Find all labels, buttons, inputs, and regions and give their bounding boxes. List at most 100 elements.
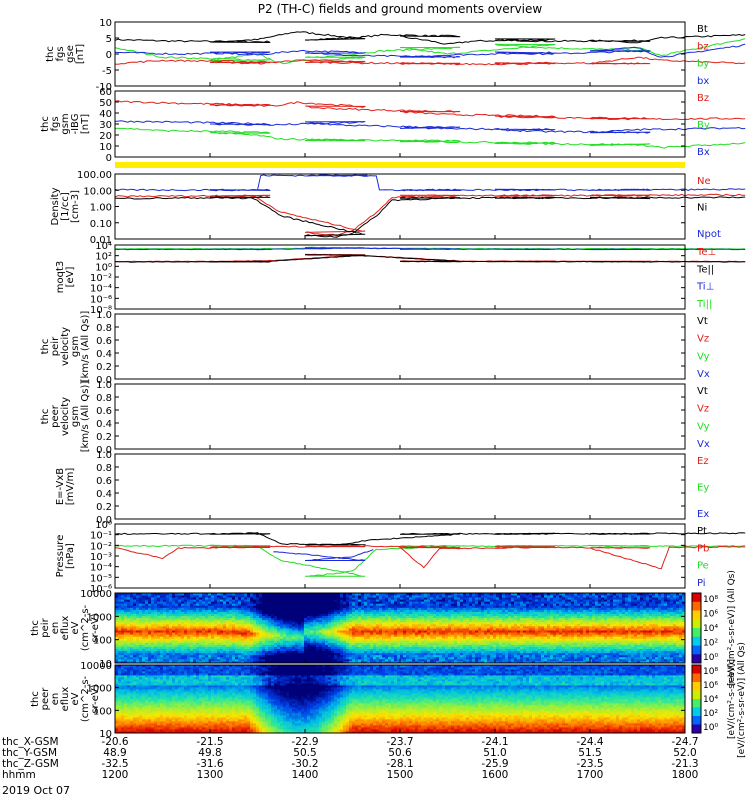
colorbar-cell <box>692 717 701 720</box>
y-tick-label: 40 <box>99 109 112 120</box>
y-axis-label: eflux <box>60 616 71 641</box>
legend-npot: Npot <box>697 229 721 240</box>
y-tick-label: 1.00 <box>90 203 112 214</box>
legend-vt: Vt <box>697 386 708 397</box>
y-axis-label: en <box>50 693 61 706</box>
x-row-label: thc_Z-GSM <box>2 758 59 770</box>
y-tick-label: 10⁴ <box>95 241 112 252</box>
colorbar-label: 10⁶ <box>703 610 718 620</box>
y-axis-label: [nT] <box>80 114 91 134</box>
colorbar-cell <box>692 598 701 601</box>
x-tick-value: -32.5 <box>101 758 128 770</box>
legend-vy: Vy <box>697 421 710 432</box>
colorbar-cell <box>692 697 701 700</box>
y-axis-label: [nT] <box>75 44 86 64</box>
series-line-red <box>114 56 746 66</box>
colorbar-cell <box>692 710 701 714</box>
x-tick-value: 1500 <box>387 769 414 781</box>
colorbar-cell <box>692 678 701 681</box>
y-axis-label: [nPa] <box>65 543 76 569</box>
y-tick-label: 1.0 <box>96 380 112 391</box>
colorbar-label: 10⁸ <box>703 595 718 605</box>
y-axis-label: thc <box>30 620 41 636</box>
x-tick-value: -21.3 <box>671 758 698 770</box>
y-tick-label: 60 <box>99 87 112 98</box>
colorbar-cell <box>692 633 701 636</box>
y-tick-label: 0 <box>106 50 112 61</box>
x-row-label: thc_Y-GSM <box>2 747 57 759</box>
colorbar-cell <box>692 683 701 686</box>
x-tick-value: 48.9 <box>103 747 126 759</box>
series-line-black <box>114 31 746 45</box>
legend-te: Te⊥ <box>696 247 716 258</box>
y-tick-label: 10⁻² <box>90 541 112 552</box>
y-axis-label: thc <box>40 409 51 425</box>
y-tick-label: 0 <box>106 153 112 164</box>
panel-density: 100.00 10.00 1.00 0.10 0.01 Density [1/cc] [cm-… <box>50 170 746 246</box>
colorbar-cell <box>692 656 701 659</box>
panel-frame <box>114 173 686 240</box>
colorbar-cell <box>692 687 701 690</box>
heatmap-cells <box>115 593 686 664</box>
colorbar-cell <box>692 670 701 673</box>
series-line-red <box>114 100 746 121</box>
y-tick-label: 0.8 <box>96 393 112 404</box>
series-line-blue <box>114 120 746 134</box>
colorbar-label: 10⁴ <box>703 624 718 634</box>
series-line-blue <box>273 549 374 561</box>
y-axis-label: [mV/m] <box>65 468 76 506</box>
colorbar-cell <box>692 724 701 727</box>
colorbar-cell <box>692 638 701 641</box>
x-tick-value: 1200 <box>102 769 129 781</box>
colorbar-label: 10⁰ <box>703 653 718 663</box>
y-tick-label: 0.6 <box>96 476 112 487</box>
colorbar-label: 10⁶ <box>703 681 718 691</box>
colorbar-cell <box>692 675 701 678</box>
colorbar-cell <box>692 600 701 603</box>
colorbar-cell <box>692 607 701 610</box>
y-tick-label: 100 <box>93 636 112 647</box>
y-tick-label: 10⁰ <box>95 262 112 273</box>
y-axis-label: thc <box>45 46 56 62</box>
legend-by: by <box>697 59 709 70</box>
y-axis-label: en <box>50 622 61 635</box>
colorbar-cell <box>692 676 701 680</box>
y-tick-label: 0.4 <box>96 419 112 430</box>
series-line-green <box>114 38 746 65</box>
y-tick-label: 30 <box>99 120 112 131</box>
colorbar-cell <box>692 631 701 634</box>
legend-bz: bz <box>697 41 709 52</box>
y-axis-label: velocity <box>60 397 71 436</box>
colorbar-cell <box>692 685 701 688</box>
colorbar-cell <box>692 647 701 650</box>
y-axis-label: -IBG <box>70 114 81 135</box>
colorbar-cell <box>692 596 701 599</box>
legend-ez: Ez <box>697 456 709 467</box>
panel-thc-peir-en-eflux: 10000 1000 100 10 thc peir en eflux eV (cm^2-s-sr… <box>30 589 686 670</box>
y-tick-label: 1000 <box>87 612 112 623</box>
colorbar-cell <box>692 629 701 632</box>
y-tick-label: 0.2 <box>96 432 112 443</box>
y-tick-label: 0.01 <box>90 235 112 246</box>
series-line-blue <box>114 43 746 59</box>
colorbar-cell <box>692 714 701 717</box>
y-tick-label: 0.0 <box>96 515 112 526</box>
colorbar-cell <box>692 643 701 646</box>
colorbar-cell <box>692 719 701 722</box>
y-axis-label: peer <box>50 404 61 428</box>
colorbar-cell <box>692 610 701 613</box>
colorbar-cell <box>692 690 701 693</box>
colorbar-frame <box>691 592 702 664</box>
y-tick-label: 10² <box>95 252 112 263</box>
y-tick-label: 10⁻¹ <box>90 531 112 542</box>
legend-bx: Bx <box>697 147 710 158</box>
y-tick-label: 1.0 <box>96 310 112 321</box>
colorbar-cell <box>692 654 701 657</box>
colorbar-cell <box>692 695 701 698</box>
colorbar-cell <box>692 705 701 708</box>
y-axis-label: thc <box>40 116 51 132</box>
colorbar-cell <box>692 699 701 702</box>
colorbar-cell <box>692 594 701 597</box>
